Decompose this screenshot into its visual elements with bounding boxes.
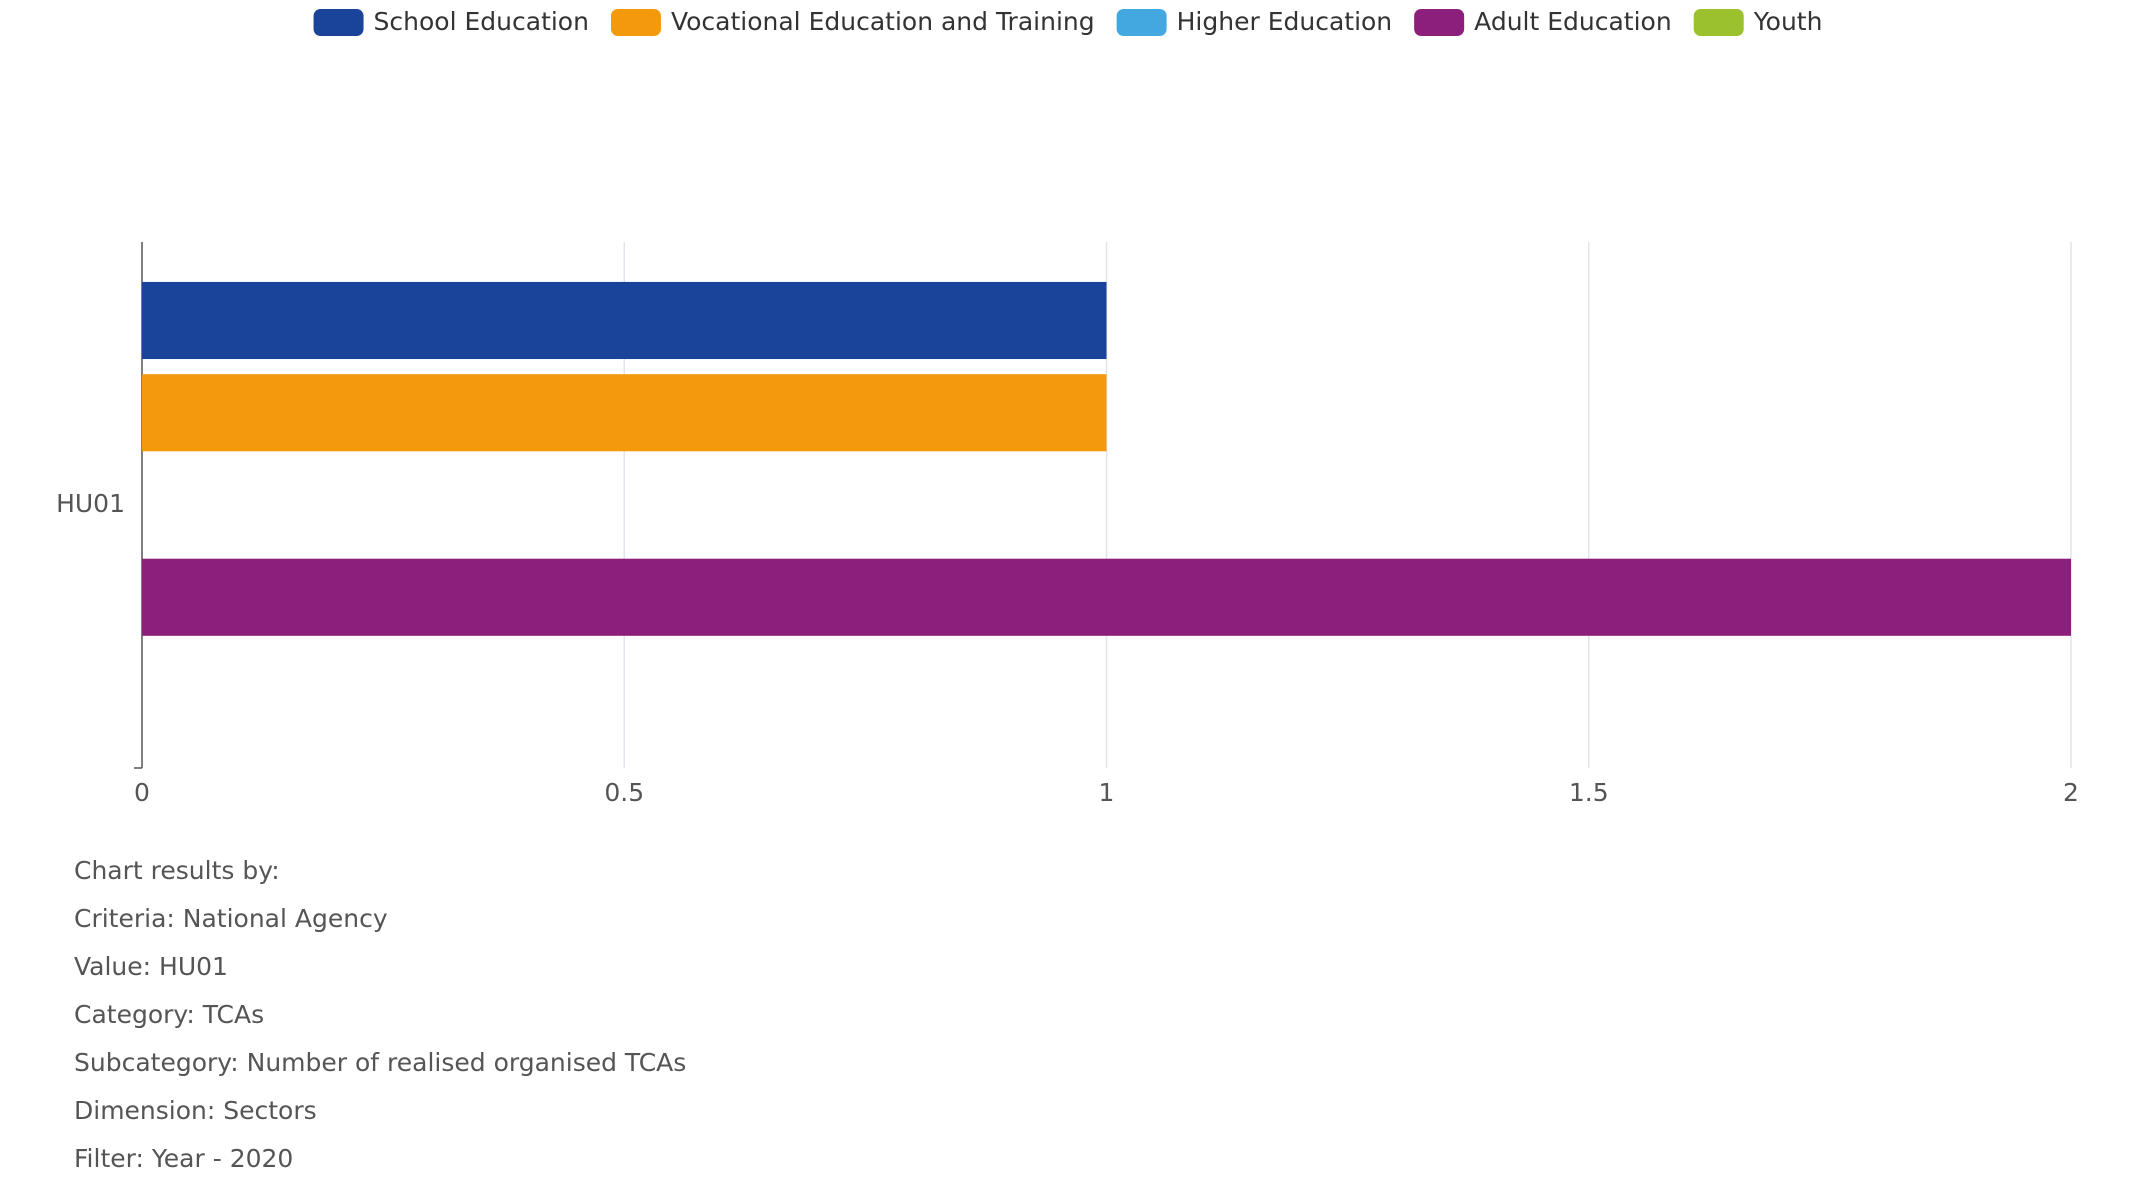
legend-label: Youth bbox=[1753, 7, 1823, 36]
legend-swatch bbox=[313, 9, 364, 36]
legend-label: Adult Education bbox=[1474, 7, 1672, 36]
bar bbox=[142, 558, 2071, 636]
note: Chart results by: bbox=[74, 856, 280, 885]
legend-label: Higher Education bbox=[1177, 7, 1393, 36]
x-tick-label: 1.5 bbox=[1569, 778, 1609, 807]
legend-swatch bbox=[610, 9, 661, 36]
bar bbox=[142, 281, 1107, 360]
x-tick-label: 1 bbox=[1099, 778, 1115, 807]
note: Filter: Year - 2020 bbox=[74, 1144, 293, 1173]
note: Criteria: National Agency bbox=[74, 904, 388, 933]
legend-swatch bbox=[1116, 9, 1167, 36]
bar bbox=[142, 374, 1107, 452]
legend-label: School Education bbox=[374, 7, 589, 36]
x-tick-label: 0 bbox=[134, 778, 150, 807]
note: Value: HU01 bbox=[74, 952, 228, 981]
note: Dimension: Sectors bbox=[74, 1096, 317, 1125]
legend: School Education Vocational Education and… bbox=[313, 7, 1823, 36]
y-tick-label: HU01 bbox=[56, 489, 125, 518]
x-tick-label: 0.5 bbox=[604, 778, 644, 807]
legend-label: Vocational Education and Training bbox=[671, 7, 1095, 36]
x-tick-label: 2 bbox=[2063, 778, 2079, 807]
note: Category: TCAs bbox=[74, 1000, 264, 1029]
note: Subcategory: Number of realised organise… bbox=[74, 1048, 686, 1077]
legend-swatch bbox=[1414, 9, 1465, 36]
legend-swatch bbox=[1693, 9, 1744, 36]
